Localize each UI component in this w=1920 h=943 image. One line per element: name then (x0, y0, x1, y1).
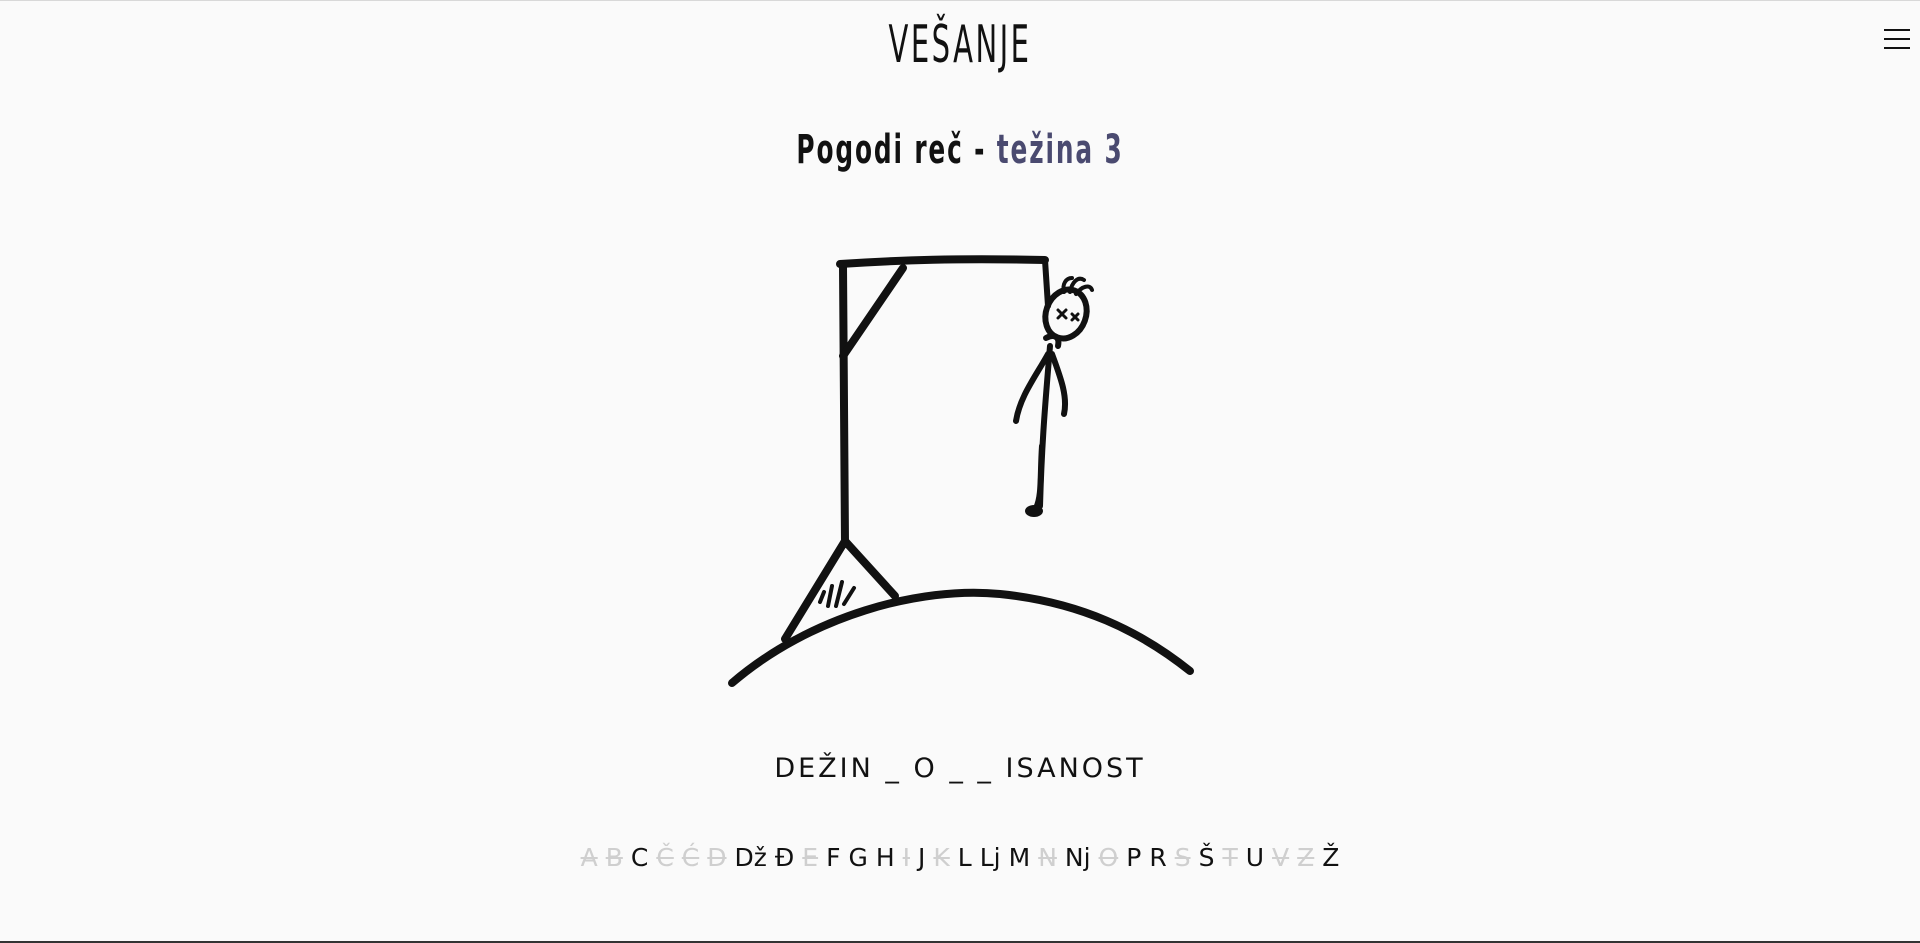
letter-button-o: O (1098, 843, 1119, 872)
rope (1042, 257, 1051, 309)
letter-button-h[interactable]: H (875, 843, 895, 872)
letter-button-v: V (1272, 843, 1290, 872)
letter-button-dž[interactable]: Dž (734, 843, 767, 872)
difficulty-label: težina 3 (996, 127, 1124, 173)
letter-button-g[interactable]: G (848, 843, 868, 872)
letter-button-r[interactable]: R (1149, 843, 1167, 872)
hanged-man (1013, 276, 1094, 511)
subtitle-prefix: Pogodi reč - (796, 127, 997, 173)
letter-button-j[interactable]: J (918, 843, 926, 872)
letter-button-d: D (707, 843, 727, 872)
letter-picker: A B C Č Ć D Dž Đ E F G H I J K L Lj M N Nj O P R S Š T U V Z Ž (0, 843, 1920, 872)
letter-button-s: S (1174, 843, 1191, 872)
hill (728, 588, 1194, 687)
gallows-brace (839, 264, 907, 360)
menu-bar (1884, 47, 1910, 49)
letter-button-ć: Ć (681, 843, 700, 872)
page-title: VEŠANJE (888, 15, 1032, 75)
letter-button-b: B (605, 843, 623, 872)
letter-button-đ[interactable]: Đ (774, 843, 795, 872)
letter-button-f[interactable]: F (826, 843, 841, 872)
letter-button-e: E (802, 843, 819, 872)
letter-button-c[interactable]: C (630, 843, 649, 872)
gallows-beam (836, 255, 1049, 268)
letter-button-n: N (1038, 843, 1057, 872)
gallows-pole (839, 262, 849, 548)
word-display: DEŽIN _ O _ _ ISANOST (774, 753, 1146, 784)
grass-tuft (818, 580, 856, 608)
letter-button-ž[interactable]: Ž (1322, 843, 1340, 872)
letter-button-m[interactable]: M (1008, 843, 1031, 872)
letter-button-i: I (902, 843, 911, 872)
letter-button-lj[interactable]: Lj (979, 843, 1001, 872)
letter-button-nj[interactable]: Nj (1064, 843, 1091, 872)
letter-button-č: Č (656, 843, 674, 872)
game-subtitle: Pogodi reč - težina 3 (365, 127, 1555, 173)
letter-button-l[interactable]: L (957, 843, 972, 872)
letter-button-p[interactable]: P (1126, 843, 1142, 872)
letter-button-u[interactable]: U (1245, 843, 1265, 872)
letter-button-t: T (1222, 843, 1238, 872)
right-arm (1049, 351, 1068, 417)
letter-button-z: Z (1297, 843, 1315, 872)
legs (1033, 443, 1045, 511)
left-arm (1013, 351, 1051, 424)
letter-button-š[interactable]: Š (1198, 843, 1215, 872)
menu-bar (1884, 38, 1910, 40)
foot (1025, 505, 1043, 517)
hangman-drawing (728, 255, 1194, 687)
menu-bar (1884, 29, 1910, 31)
letter-button-a: A (580, 843, 598, 872)
letter-button-k: K (933, 843, 950, 872)
hamburger-menu-icon[interactable] (1884, 29, 1910, 51)
